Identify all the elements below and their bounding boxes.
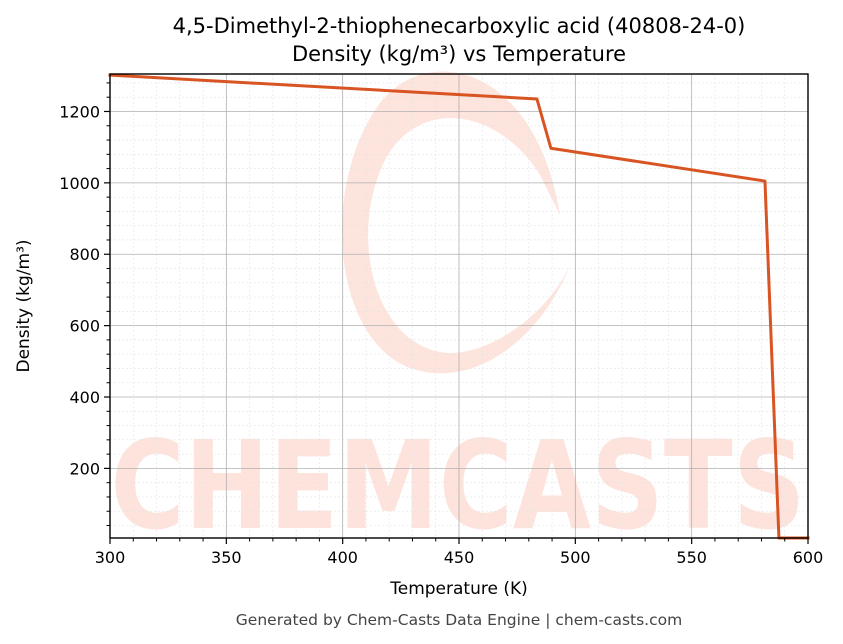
- chart-title: 4,5-Dimethyl-2-thiophenecarboxylic acid …: [173, 14, 746, 38]
- x-axis-label: Temperature (K): [389, 579, 528, 599]
- major-grid: [109, 74, 809, 538]
- y-tick-label: 1200: [59, 102, 100, 121]
- y-tick-label: 600: [69, 317, 100, 336]
- y-tick-label: 400: [69, 388, 100, 407]
- footer-credit: Generated by Chem-Casts Data Engine | ch…: [236, 611, 682, 629]
- x-tick-label: 300: [95, 548, 126, 567]
- x-axis: 300 350 400 450 500 550 600: [95, 538, 824, 567]
- y-tick-label: 200: [69, 459, 100, 478]
- x-tick-label: 450: [444, 548, 475, 567]
- x-tick-label: 350: [211, 548, 242, 567]
- x-tick-label: 550: [676, 548, 707, 567]
- x-tick-label: 500: [560, 548, 591, 567]
- x-tick-label: 600: [793, 548, 824, 567]
- x-tick-label: 400: [327, 548, 358, 567]
- chart-subtitle: Density (kg/m³) vs Temperature: [292, 42, 626, 66]
- y-axis-label: Density (kg/m³): [14, 239, 34, 372]
- watermark-wordmark: CHEMCASTS: [111, 415, 806, 557]
- y-tick-label: 800: [69, 245, 100, 264]
- y-tick-label: 1000: [59, 174, 100, 193]
- y-axis: 200 400 600 800 1000 1200: [59, 82, 110, 527]
